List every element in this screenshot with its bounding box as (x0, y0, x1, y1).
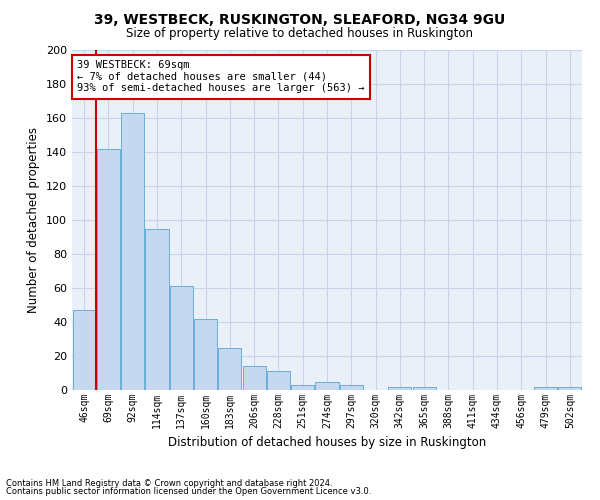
Bar (340, 385, 363, 390)
Bar (388, 386, 412, 390)
Bar (267, 372, 290, 390)
Bar (413, 386, 436, 390)
Text: Contains public sector information licensed under the Open Government Licence v3: Contains public sector information licen… (6, 487, 371, 496)
Text: 39, WESTBECK, RUSKINGTON, SLEAFORD, NG34 9GU: 39, WESTBECK, RUSKINGTON, SLEAFORD, NG34… (94, 12, 506, 26)
Bar (145, 228, 169, 390)
Text: Contains HM Land Registry data © Crown copyright and database right 2024.: Contains HM Land Registry data © Crown c… (6, 478, 332, 488)
Bar (559, 386, 581, 390)
Bar (170, 286, 193, 390)
Bar (316, 382, 338, 390)
Bar (242, 366, 266, 390)
Bar (534, 386, 557, 390)
Y-axis label: Number of detached properties: Number of detached properties (28, 127, 40, 313)
Bar (121, 113, 144, 390)
Bar (194, 318, 217, 390)
Bar (218, 348, 241, 390)
Bar (291, 385, 314, 390)
X-axis label: Distribution of detached houses by size in Ruskington: Distribution of detached houses by size … (168, 436, 486, 450)
Text: 39 WESTBECK: 69sqm
← 7% of detached houses are smaller (44)
93% of semi-detached: 39 WESTBECK: 69sqm ← 7% of detached hous… (77, 60, 365, 94)
Text: Size of property relative to detached houses in Ruskington: Size of property relative to detached ho… (127, 28, 473, 40)
Bar (97, 148, 120, 390)
Bar (73, 310, 95, 390)
